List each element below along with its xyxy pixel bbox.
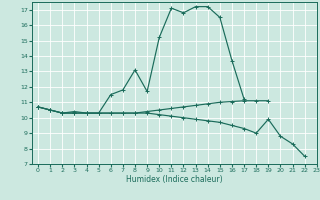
X-axis label: Humidex (Indice chaleur): Humidex (Indice chaleur): [126, 175, 223, 184]
